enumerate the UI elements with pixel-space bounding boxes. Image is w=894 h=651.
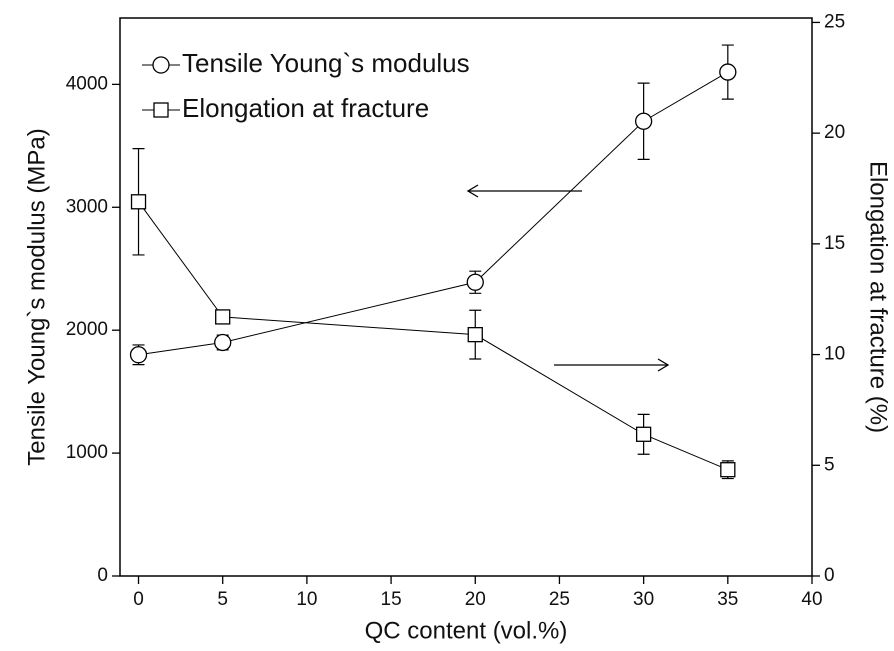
x-tick-label: 30 (633, 589, 654, 610)
x-tick-label: 40 (801, 589, 822, 610)
plot-frame (119, 17, 813, 577)
y2-tick-label: 25 (824, 11, 845, 32)
x-tick-label: 35 (717, 589, 738, 610)
x-tick-label: 25 (549, 589, 570, 610)
y-tick-label: 2000 (66, 319, 108, 340)
x-axis-label: QC content (vol.%) (365, 617, 568, 644)
marker (719, 63, 737, 81)
y2-tick-label: 0 (824, 565, 835, 586)
y-tick-label: 0 (97, 565, 108, 586)
marker (130, 194, 147, 210)
marker (214, 333, 232, 352)
marker (634, 112, 653, 130)
legend-marker (153, 102, 169, 118)
x-tick-label: 0 (133, 589, 144, 610)
y2-tick-label: 10 (824, 344, 845, 365)
y2-axis-label: Elongation at fracture (%) (865, 161, 892, 433)
marker (467, 326, 483, 343)
legend-label: Elongation at fracture (182, 93, 429, 123)
marker (466, 273, 484, 291)
y-tick-label: 4000 (66, 73, 108, 94)
y2-tick-label: 5 (824, 454, 835, 475)
x-tick-label: 15 (381, 589, 402, 610)
x-tick-label: 20 (465, 589, 486, 610)
y2-tick-label: 15 (824, 233, 845, 254)
y-tick-label: 1000 (66, 442, 108, 463)
marker (215, 309, 231, 325)
marker (720, 462, 736, 478)
legend-marker (152, 56, 170, 74)
x-tick-label: 5 (217, 589, 228, 610)
x-tick-label: 10 (296, 589, 317, 610)
y-tick-label: 3000 (66, 196, 108, 217)
y2-tick-label: 20 (824, 122, 845, 143)
marker (129, 346, 148, 364)
arrow-right (554, 358, 670, 372)
arrow-left (466, 184, 582, 198)
legend-label: Tensile Young`s modulus (182, 48, 470, 78)
y-axis-label: Tensile Young`s modulus (MPa) (23, 128, 50, 466)
marker (635, 426, 652, 442)
